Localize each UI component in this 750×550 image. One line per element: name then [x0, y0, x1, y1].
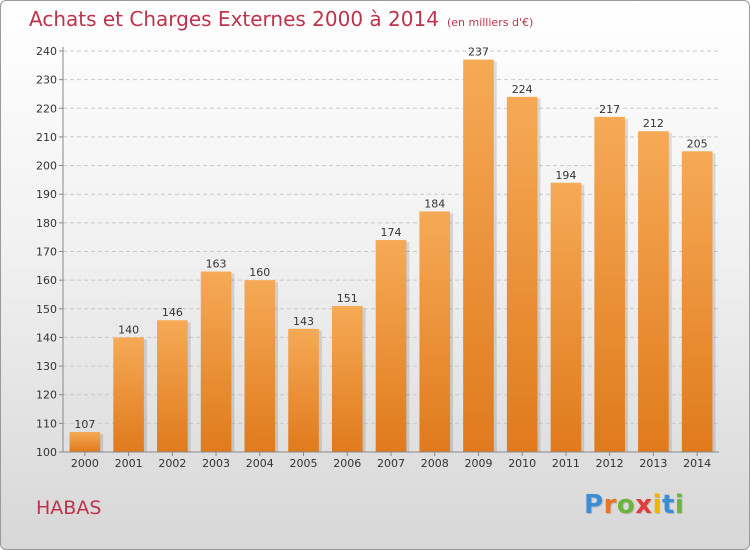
data-label: 217	[599, 103, 620, 116]
x-tick-label: 2003	[202, 457, 230, 470]
data-label: 224	[512, 83, 533, 96]
data-label: 237	[468, 46, 489, 59]
y-tick-label: 210	[36, 131, 57, 144]
data-label: 184	[424, 197, 445, 210]
x-tick-label: 2000	[71, 457, 99, 470]
bar	[331, 305, 363, 452]
logo-letter: o	[616, 490, 636, 520]
x-tick-label: 2005	[290, 457, 318, 470]
y-tick-label: 160	[36, 274, 57, 287]
bar	[419, 211, 451, 452]
y-tick-label: 140	[36, 331, 57, 344]
bar	[113, 337, 144, 452]
logo-letter: t	[661, 490, 675, 520]
y-tick-label: 240	[36, 45, 57, 58]
data-label: 160	[249, 266, 270, 279]
x-tick-label: 2008	[421, 457, 449, 470]
logo-letter: x	[635, 490, 653, 520]
chart-title-text: Achats et Charges Externes 2000 à 2014	[29, 7, 439, 31]
bar	[550, 182, 582, 452]
y-tick-label: 180	[36, 217, 57, 230]
x-tick-label: 2009	[464, 457, 492, 470]
data-label: 146	[162, 306, 183, 319]
logo-letter: i	[674, 490, 685, 520]
data-label: 205	[687, 137, 708, 150]
bar	[288, 328, 319, 452]
x-tick-label: 2006	[333, 457, 361, 470]
x-tick-label: 2004	[246, 457, 274, 470]
data-label: 151	[337, 292, 358, 305]
data-label: 174	[381, 226, 402, 239]
y-tick-label: 150	[36, 303, 57, 316]
place-name: HABAS	[36, 497, 102, 519]
y-tick-label: 130	[36, 360, 57, 373]
bar	[244, 280, 276, 452]
data-label: 212	[643, 117, 664, 130]
logo-letter: r	[603, 490, 617, 520]
x-tick-label: 2002	[158, 457, 186, 470]
y-tick-label: 200	[36, 160, 57, 173]
y-tick-label: 230	[36, 74, 57, 87]
x-tick-label: 2013	[639, 457, 667, 470]
y-tick-label: 110	[36, 417, 57, 430]
bar	[463, 59, 494, 452]
y-tick-label: 190	[36, 188, 57, 201]
y-tick-label: 100	[36, 446, 57, 459]
bar	[69, 431, 101, 452]
bar	[594, 116, 625, 452]
proxiti-logo: Proxiti	[584, 490, 684, 520]
x-tick-label: 2001	[115, 457, 143, 470]
data-label: 163	[206, 258, 227, 271]
bar	[638, 131, 669, 452]
data-label: 140	[118, 323, 139, 336]
x-tick-label: 2011	[552, 457, 580, 470]
bar	[681, 151, 713, 452]
bar	[200, 271, 232, 452]
x-tick-label: 2014	[683, 457, 711, 470]
data-label: 107	[74, 418, 95, 431]
data-label: 143	[293, 315, 314, 328]
bar	[375, 240, 407, 452]
logo-letter: i	[652, 490, 662, 520]
chart-title: Achats et Charges Externes 2000 à 2014 (e…	[29, 7, 533, 31]
y-tick-label: 220	[36, 102, 57, 115]
y-tick-label: 120	[36, 389, 57, 402]
data-label: 194	[555, 169, 576, 182]
x-tick-label: 2007	[377, 457, 405, 470]
logo-letter: P	[584, 490, 604, 520]
bar	[506, 96, 538, 452]
x-tick-label: 2012	[596, 457, 624, 470]
y-tick-label: 170	[36, 246, 57, 259]
x-tick-label: 2010	[508, 457, 536, 470]
chart-subtitle: (en milliers d'€)	[446, 16, 534, 29]
bar-chart: 107 140 146 163 160 143 151 174 184 237 224 194 217 2…	[36, 45, 719, 470]
bar	[157, 320, 188, 452]
